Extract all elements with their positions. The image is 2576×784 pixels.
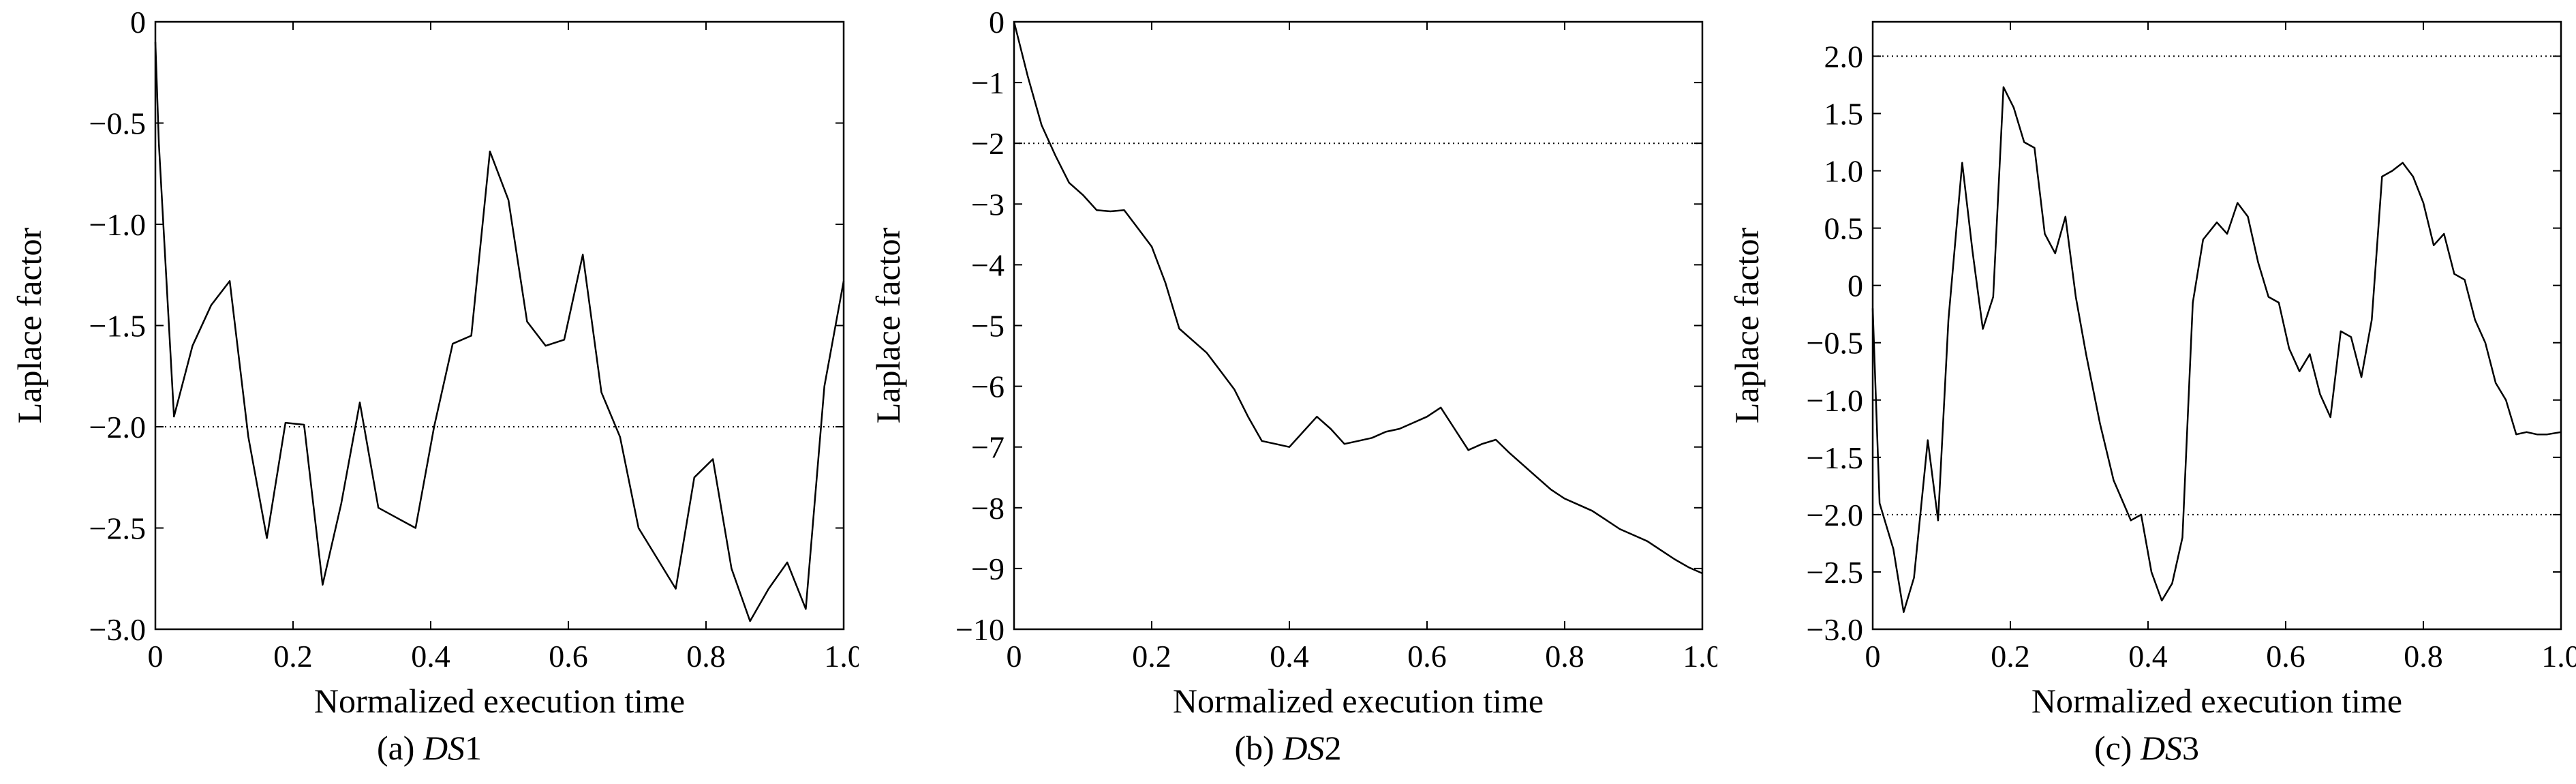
x-tick-label-c-3: 0.6 (2266, 639, 2305, 674)
chart-panel-b: 0 0.2 0.4 0.6 0.8 1.0 0 −1 −2 −3 −4 −5 −6 −7 −8 −9 −10 No… (859, 0, 1717, 784)
y-tick-label-a-6: −3.0 (89, 612, 146, 647)
y-tick-label-c-2: 1.0 (1824, 154, 1864, 189)
y-axis-label-b: Laplace factor (869, 228, 907, 424)
x-tick-label-b-5: 1.0 (1683, 639, 1717, 674)
caption-a-suffix: 1 (465, 729, 482, 767)
x-tick-label-c-0: 0 (1865, 639, 1881, 674)
caption-a: (a) DS1 (0, 728, 859, 768)
x-tick-label-b-3: 0.6 (1407, 639, 1447, 674)
y-tick-label-c-9: −2.5 (1807, 555, 1863, 590)
chart-a: 0 0.2 0.4 0.6 0.8 1.0 0 −0.5 −1.0 −1.5 −2.0 −2.5 −3.… (10, 5, 859, 720)
y-tick-label-b-5: −5 (971, 309, 1005, 344)
y-tick-label-b-7: −7 (971, 430, 1005, 465)
y-tick-label-b-9: −9 (971, 552, 1005, 586)
y-tick-label-c-1: 1.5 (1824, 96, 1864, 131)
chart-b: 0 0.2 0.4 0.6 0.8 1.0 0 −1 −2 −3 −4 −5 −6 −7 −8 −9 −10 No… (869, 5, 1717, 720)
series-line-b (1013, 21, 1703, 575)
y-tick-label-c-0: 2.0 (1824, 39, 1864, 74)
x-tick-label-a-0: 0 (148, 639, 164, 674)
caption-a-prefix: (a) (376, 729, 423, 767)
x-tick-label-c-4: 0.8 (2404, 639, 2443, 674)
plot-frame-b (1013, 20, 1704, 631)
x-axis-label-c: Normalized execution time (2031, 682, 2402, 720)
x-tick-label-b-4: 0.8 (1545, 639, 1584, 674)
y-tick-label-b-6: −6 (971, 370, 1005, 404)
y-tick-label-b-0: 0 (989, 5, 1005, 40)
x-tick-label-b-2: 0.4 (1270, 639, 1309, 674)
series-line-c (1871, 86, 2562, 614)
y-tick-label-a-0: 0 (130, 5, 146, 40)
chart-panel-a: 0 0.2 0.4 0.6 0.8 1.0 0 −0.5 −1.0 −1.5 −2.0 −2.5 −3.… (0, 0, 859, 784)
caption-c-suffix: 3 (2182, 729, 2200, 767)
x-tick-label-a-4: 0.8 (686, 639, 726, 674)
caption-c-italic: DS (2140, 729, 2183, 767)
plot-frame-a (154, 20, 845, 631)
x-tick-label-a-1: 0.2 (273, 639, 313, 674)
y-axis-label-a: Laplace factor (10, 228, 48, 424)
y-tick-label-b-8: −8 (971, 491, 1005, 526)
caption-c-prefix: (c) (2094, 729, 2141, 767)
y-tick-label-c-4: 0 (1847, 269, 1863, 303)
y-tick-label-c-10: −3.0 (1807, 612, 1863, 647)
chart-c: 0 0.2 0.4 0.6 0.8 1.0 2.0 1.5 1.0 0.5 0 −0.5 −1.0 −1.… (1728, 20, 2576, 720)
y-tick-label-b-1: −1 (971, 65, 1005, 100)
x-tick-label-a-2: 0.4 (411, 639, 450, 674)
x-axis-label-b: Normalized execution time (1173, 682, 1544, 720)
x-tick-label-c-2: 0.4 (2128, 639, 2168, 674)
x-tick-label-c-5: 1.0 (2541, 639, 2576, 674)
y-tick-label-c-6: −1.0 (1807, 383, 1863, 418)
y-tick-label-c-7: −1.5 (1807, 440, 1863, 475)
caption-b-suffix: 2 (1324, 729, 1342, 767)
y-tick-label-a-3: −1.5 (89, 309, 146, 344)
y-tick-label-b-10: −10 (955, 612, 1005, 647)
y-axis-label-c: Laplace factor (1728, 228, 1766, 424)
chart-panel-c: 0 0.2 0.4 0.6 0.8 1.0 2.0 1.5 1.0 0.5 0 −0.5 −1.0 −1.… (1717, 0, 2576, 784)
y-tick-label-a-5: −2.5 (89, 511, 146, 546)
caption-b-prefix: (b) (1234, 729, 1283, 767)
x-tick-label-a-5: 1.0 (824, 639, 859, 674)
y-tick-label-b-2: −2 (971, 126, 1005, 161)
y-tick-label-b-3: −3 (971, 187, 1005, 222)
x-tick-label-b-0: 0 (1007, 639, 1022, 674)
y-tick-label-c-3: 0.5 (1824, 211, 1864, 246)
y-tick-label-c-5: −0.5 (1807, 326, 1863, 361)
y-tick-label-c-8: −2.0 (1807, 498, 1863, 532)
x-axis-label-a: Normalized execution time (314, 682, 685, 720)
plot-frame-c (1871, 20, 2562, 631)
x-tick-label-a-3: 0.6 (549, 639, 588, 674)
y-tick-label-a-4: −2.0 (89, 410, 146, 444)
y-tick-label-a-1: −0.5 (89, 106, 146, 141)
x-tick-label-b-1: 0.2 (1132, 639, 1171, 674)
series-line-a (154, 42, 845, 622)
y-tick-label-b-4: −4 (971, 247, 1005, 282)
caption-b-italic: DS (1283, 729, 1325, 767)
caption-a-italic: DS (423, 729, 465, 767)
caption-b: (b) DS2 (859, 728, 1717, 768)
x-tick-label-c-1: 0.2 (1991, 639, 2030, 674)
caption-c: (c) DS3 (1717, 728, 2576, 768)
y-tick-label-a-2: −1.0 (89, 207, 146, 242)
